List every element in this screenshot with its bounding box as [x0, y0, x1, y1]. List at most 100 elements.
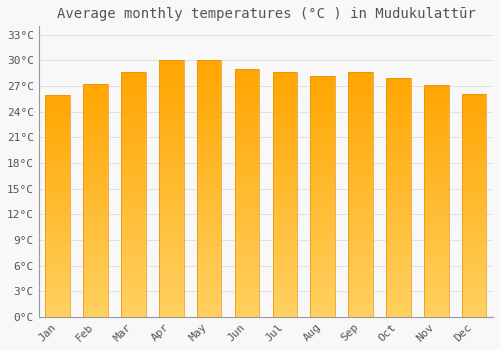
- Bar: [197, 299, 222, 301]
- Bar: [424, 291, 448, 294]
- Bar: [310, 216, 335, 218]
- Bar: [84, 303, 108, 305]
- Bar: [121, 273, 146, 275]
- Bar: [348, 124, 373, 126]
- Bar: [84, 245, 108, 247]
- Bar: [159, 163, 184, 166]
- Bar: [84, 187, 108, 189]
- Bar: [386, 111, 410, 113]
- Bar: [348, 80, 373, 82]
- Bar: [46, 146, 70, 148]
- Bar: [386, 185, 410, 188]
- Bar: [386, 219, 410, 221]
- Bar: [348, 143, 373, 146]
- Bar: [462, 303, 486, 306]
- Bar: [46, 237, 70, 239]
- Bar: [121, 258, 146, 261]
- Bar: [46, 288, 70, 290]
- Bar: [310, 271, 335, 273]
- Bar: [46, 230, 70, 232]
- Bar: [424, 308, 448, 310]
- Bar: [386, 209, 410, 211]
- Bar: [121, 261, 146, 263]
- Bar: [310, 314, 335, 317]
- Bar: [46, 286, 70, 288]
- Bar: [121, 244, 146, 246]
- Bar: [46, 264, 70, 266]
- Bar: [310, 112, 335, 114]
- Bar: [121, 287, 146, 290]
- Bar: [386, 202, 410, 204]
- Bar: [121, 224, 146, 226]
- Bar: [46, 130, 70, 132]
- Bar: [310, 247, 335, 249]
- Bar: [462, 192, 486, 194]
- Bar: [310, 172, 335, 175]
- Bar: [462, 98, 486, 100]
- Bar: [234, 170, 260, 173]
- Bar: [84, 273, 108, 275]
- Bar: [159, 209, 184, 212]
- Bar: [84, 84, 108, 87]
- Bar: [84, 198, 108, 201]
- Bar: [462, 136, 486, 138]
- Bar: [424, 104, 448, 106]
- Bar: [121, 175, 146, 177]
- Bar: [234, 114, 260, 116]
- Bar: [121, 94, 146, 97]
- Bar: [462, 261, 486, 263]
- Bar: [462, 165, 486, 167]
- Bar: [121, 207, 146, 209]
- Bar: [462, 239, 486, 241]
- Bar: [348, 268, 373, 270]
- Bar: [159, 102, 184, 104]
- Bar: [462, 149, 486, 152]
- Bar: [310, 245, 335, 247]
- Bar: [348, 302, 373, 304]
- Bar: [272, 170, 297, 173]
- Bar: [386, 164, 410, 166]
- Bar: [234, 230, 260, 232]
- Bar: [386, 193, 410, 195]
- Bar: [84, 282, 108, 284]
- Bar: [462, 203, 486, 205]
- Bar: [424, 222, 448, 224]
- Bar: [159, 278, 184, 281]
- Bar: [159, 183, 184, 186]
- Bar: [197, 217, 222, 219]
- Bar: [234, 86, 260, 89]
- Bar: [272, 204, 297, 207]
- Bar: [386, 181, 410, 183]
- Bar: [121, 266, 146, 268]
- Bar: [424, 159, 448, 162]
- Bar: [272, 192, 297, 195]
- Bar: [121, 117, 146, 119]
- Bar: [197, 111, 222, 114]
- Bar: [46, 261, 70, 264]
- Bar: [386, 102, 410, 104]
- Bar: [84, 247, 108, 250]
- Bar: [424, 122, 448, 125]
- Bar: [310, 165, 335, 167]
- Bar: [159, 191, 184, 194]
- Bar: [84, 126, 108, 128]
- Bar: [234, 163, 260, 166]
- Bar: [46, 121, 70, 124]
- Bar: [159, 312, 184, 314]
- Bar: [348, 270, 373, 273]
- Bar: [272, 168, 297, 170]
- Bar: [84, 152, 108, 154]
- Bar: [348, 195, 373, 197]
- Bar: [272, 121, 297, 124]
- Bar: [462, 181, 486, 183]
- Bar: [84, 243, 108, 245]
- Bar: [462, 266, 486, 268]
- Bar: [386, 94, 410, 97]
- Bar: [46, 173, 70, 175]
- Bar: [462, 279, 486, 281]
- Bar: [234, 186, 260, 188]
- Bar: [424, 266, 448, 268]
- Bar: [386, 281, 410, 283]
- Bar: [234, 176, 260, 178]
- Bar: [424, 261, 448, 264]
